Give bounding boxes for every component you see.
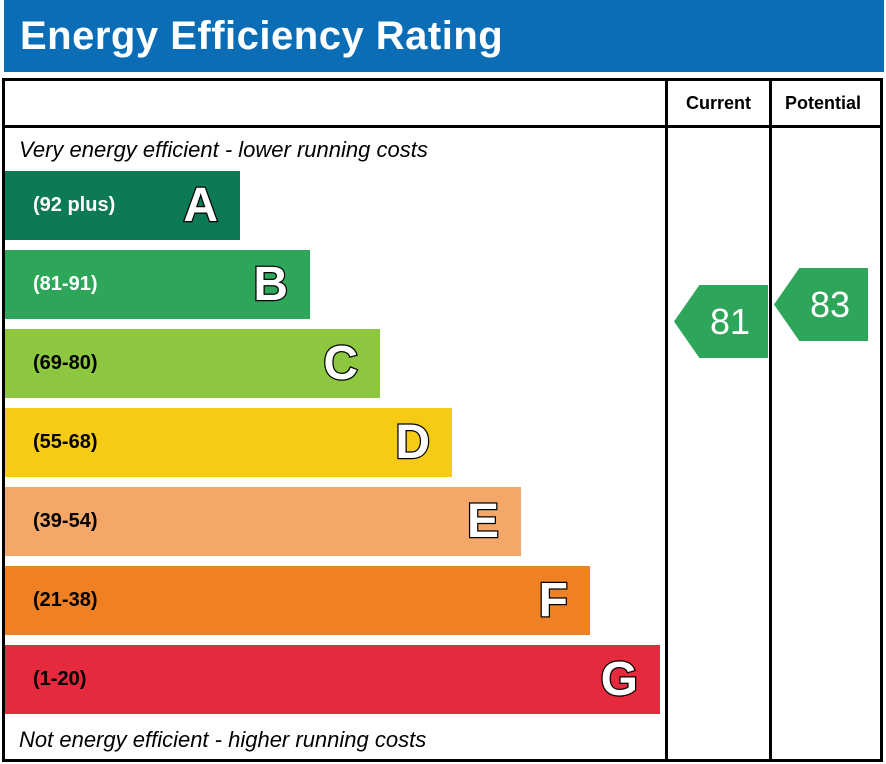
band-b-bar: (81-91) B	[5, 250, 310, 319]
current-rating-arrow: 81	[674, 285, 768, 358]
band-e-range: (39-54)	[33, 510, 98, 532]
band-e-bar: (39-54) E	[5, 487, 521, 556]
rating-table: Current Potential Very energy efficient …	[2, 78, 883, 762]
band-f-bar: (21-38) F	[5, 566, 590, 635]
potential-rating-value: 83	[809, 283, 851, 325]
band-d-range: (55-68)	[33, 431, 98, 453]
page-title: Energy Efficiency Rating	[20, 13, 504, 58]
band-a-letter: A	[182, 178, 219, 232]
band-f-letter: F	[537, 573, 569, 627]
band-e-letter: E	[466, 494, 501, 548]
table-body-row: Very energy efficient - lower running co…	[5, 128, 880, 759]
current-column-header: Current	[668, 81, 772, 125]
band-b-range: (81-91)	[33, 273, 98, 295]
band-c-bar: (69-80) C	[5, 329, 380, 398]
band-g-range: (1-20)	[33, 668, 87, 690]
top-note: Very energy efficient - lower running co…	[19, 137, 428, 162]
band-c-letter: C	[322, 336, 359, 390]
band-g-letter: G	[599, 652, 639, 706]
potential-column: 83	[772, 128, 874, 759]
current-rating-value: 81	[709, 300, 751, 342]
chart-header-spacer	[5, 81, 668, 125]
band-chart-area: Very energy efficient - lower running co…	[5, 128, 668, 759]
current-column: 81	[668, 128, 772, 759]
potential-column-header: Potential	[784, 92, 861, 113]
band-g-bar: (1-20) G	[5, 645, 660, 714]
bottom-note: Not energy efficient - higher running co…	[19, 727, 427, 752]
band-bars: (92 plus) A (81-91) B (69-80) C (55-68) …	[5, 171, 665, 714]
band-d-letter: D	[394, 415, 431, 469]
band-c-range: (69-80)	[33, 352, 98, 374]
band-f-range: (21-38)	[33, 589, 98, 611]
band-a-bar: (92 plus) A	[5, 171, 240, 240]
band-a-range: (92 plus)	[33, 194, 116, 216]
table-header-row: Current Potential	[5, 81, 880, 128]
band-d-bar: (55-68) D	[5, 408, 452, 477]
potential-rating-arrow: 83	[774, 268, 868, 341]
band-b-letter: B	[252, 257, 289, 311]
title-bar: Energy Efficiency Rating	[4, 0, 884, 72]
